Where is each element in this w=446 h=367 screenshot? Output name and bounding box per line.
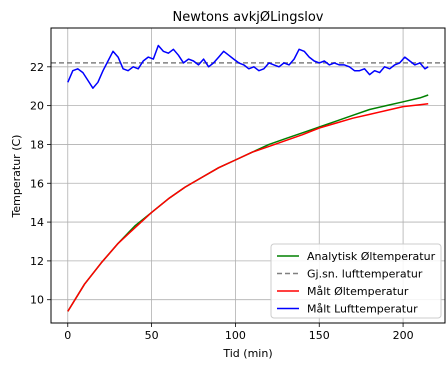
legend-box bbox=[270, 243, 442, 319]
y-tick-label: 16 bbox=[30, 177, 44, 190]
y-tick-label: 14 bbox=[30, 216, 44, 229]
x-tick-label: 0 bbox=[64, 329, 71, 342]
y-axis-label: Temperatur (C) bbox=[10, 135, 23, 219]
x-axis-ticks: 0 50 100 150 200 bbox=[64, 323, 414, 342]
y-tick-label: 22 bbox=[30, 61, 44, 74]
plot-frame bbox=[50, 27, 446, 324]
y-tick-label: 12 bbox=[30, 255, 44, 268]
y-tick-label: 20 bbox=[30, 100, 44, 113]
legend: Analytisk Øltemperatur Gj.sn. lufttempera… bbox=[270, 243, 442, 319]
legend-label: Analytisk Øltemperatur bbox=[307, 250, 436, 263]
series-line-m-lt-lufttemperatur bbox=[67, 44, 429, 89]
y-tick-label: 18 bbox=[30, 138, 44, 151]
legend-label: Målt Lufttemperatur bbox=[307, 303, 418, 316]
legend-label: Målt Øltemperatur bbox=[307, 285, 409, 298]
grid-lines bbox=[51, 28, 445, 323]
x-tick-label: 50 bbox=[145, 329, 159, 342]
chart-title: Newtons avkjØLingslov bbox=[173, 10, 324, 25]
x-tick-label: 100 bbox=[225, 329, 246, 342]
y-axis-ticks: 10 12 14 16 18 20 22 bbox=[30, 61, 51, 307]
series-line-m-lt-ltemperatur bbox=[67, 102, 429, 312]
x-tick-label: 200 bbox=[393, 329, 414, 342]
series-lines bbox=[51, 44, 445, 312]
legend-label: Gj.sn. lufttemperatur bbox=[307, 268, 423, 281]
y-tick-label: 10 bbox=[30, 294, 44, 307]
x-tick-label: 150 bbox=[309, 329, 330, 342]
x-axis-label: Tid (min) bbox=[222, 347, 272, 360]
